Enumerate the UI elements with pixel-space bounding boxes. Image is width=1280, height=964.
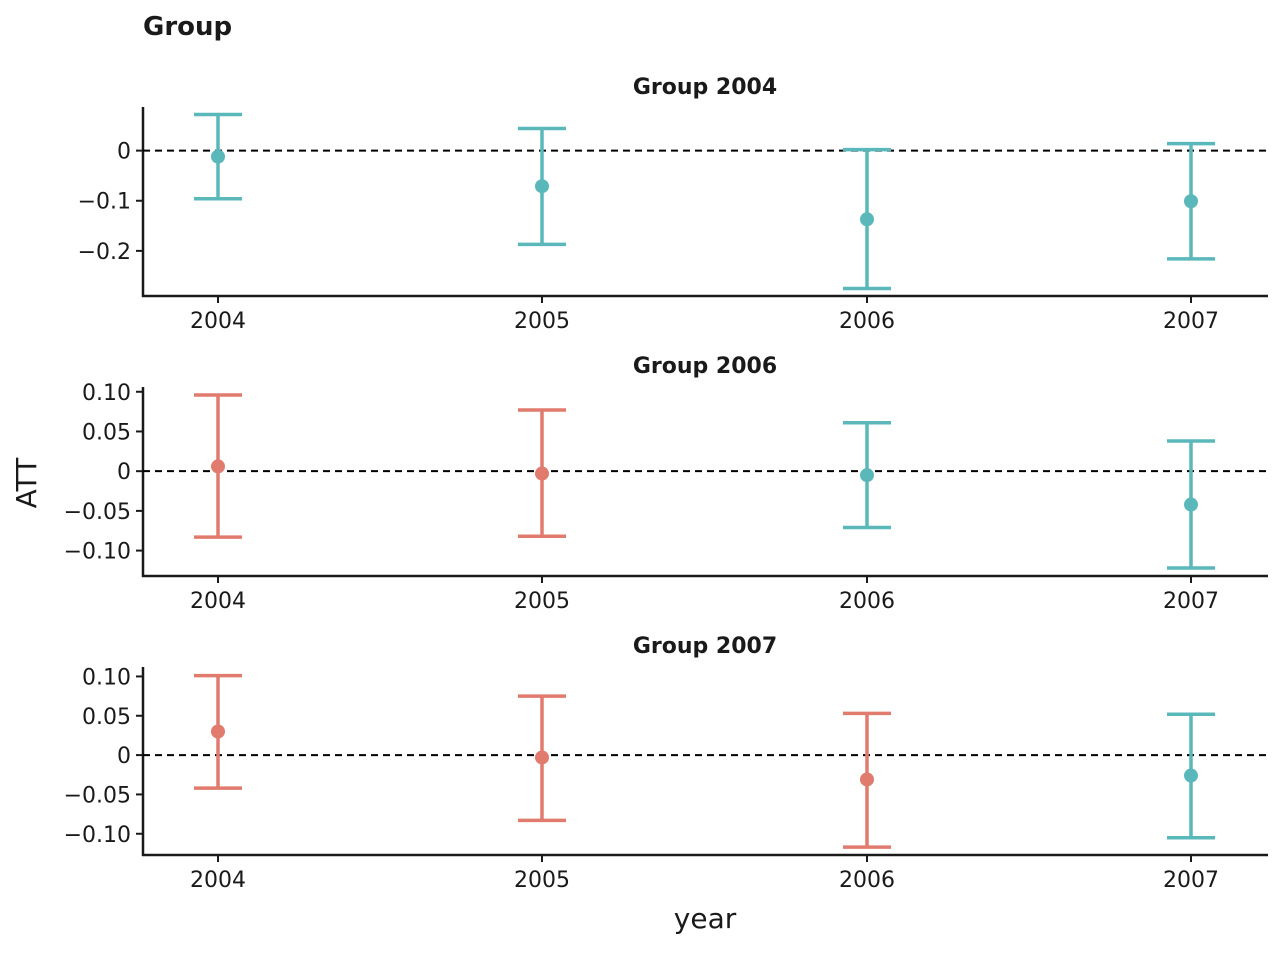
y-tick-label: −0.10 [64,823,131,848]
x-tick-label: 2005 [514,868,570,893]
y-tick-label: 0 [117,460,131,485]
panel-2: Group 2006 0.10 0.05 0 −0.05 −0.10 2004 2005 200… [64,354,1268,614]
x-tick-label: 2007 [1163,868,1219,893]
y-tick-label: −0.10 [64,540,131,565]
x-tick-label: 2005 [514,589,570,614]
y-tick-label: −0.2 [78,240,131,265]
panel-title: Group 2004 [633,75,777,100]
data-point [1184,194,1198,209]
panel-title: Group 2007 [633,634,777,659]
data-point [1184,497,1198,512]
x-tick-label: 2006 [839,309,895,334]
x-tick-label: 2004 [190,309,246,334]
data-point [1184,768,1198,783]
y-tick-label: 0.10 [82,381,131,406]
x-tick-label: 2005 [514,309,570,334]
data-point [860,468,874,483]
data-point [211,724,225,739]
y-tick-label: 0 [117,140,131,165]
panel-1: Group 2004 0 −0.1 −0.2 2004 2005 2006 2007 [78,75,1268,334]
y-tick-label: 0 [117,744,131,769]
y-axis-label: ATT [10,457,43,509]
y-tick-label: 0.05 [82,705,131,730]
y-tick-label: −0.05 [64,500,131,525]
data-point [535,750,549,765]
x-axis-label: year [674,902,737,935]
data-point [535,466,549,481]
x-tick-label: 2007 [1163,309,1219,334]
x-tick-label: 2004 [190,589,246,614]
data-point [211,459,225,474]
x-tick-label: 2007 [1163,589,1219,614]
y-tick-label: 0.05 [82,420,131,445]
x-tick-label: 2004 [190,868,246,893]
panel-title: Group 2006 [633,354,777,379]
panel-3: Group 2007 0.10 0.05 0 −0.05 −0.10 2004 2005 200… [64,634,1268,893]
y-tick-label: 0.10 [82,665,131,690]
y-tick-label: −0.05 [64,783,131,808]
x-tick-label: 2006 [839,868,895,893]
y-tick-label: −0.1 [78,190,131,215]
data-point [535,179,549,194]
data-point [860,772,874,787]
data-point [860,212,874,227]
data-point [211,149,225,164]
figure-title: Group [143,12,232,42]
x-tick-label: 2006 [839,589,895,614]
